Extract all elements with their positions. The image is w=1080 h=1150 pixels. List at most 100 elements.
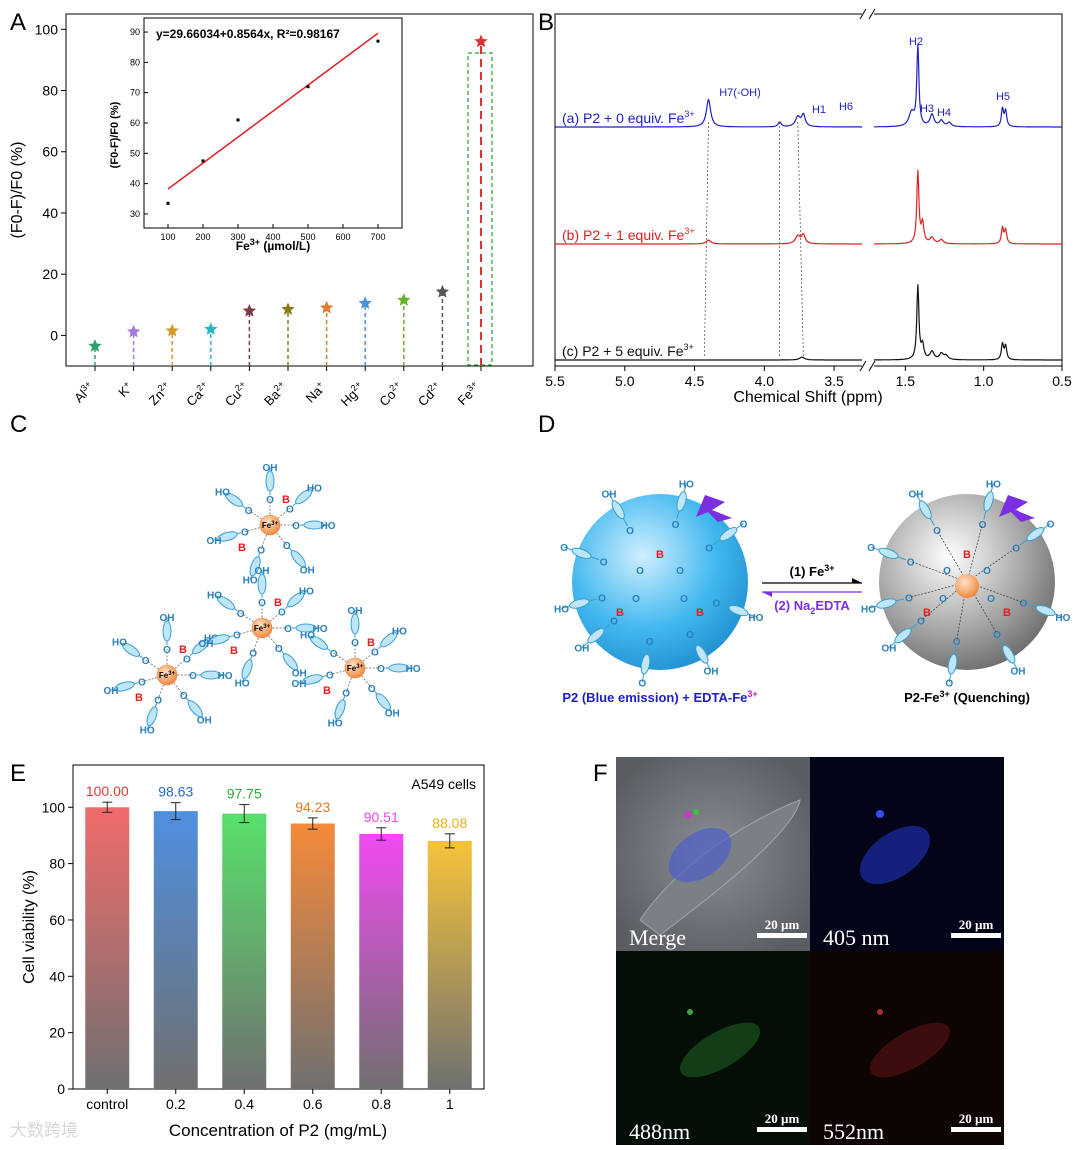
ligand-chain	[162, 620, 172, 642]
x-axis-label-b: Chemical Shift (ppm)	[733, 389, 882, 406]
ligand-chain	[587, 628, 605, 644]
ligand-chain	[192, 639, 210, 655]
end-group: HO	[243, 576, 258, 587]
ligand-chain	[918, 500, 932, 520]
boron-atom: B	[923, 607, 931, 619]
end-group: OH	[909, 490, 924, 501]
end-group: OH	[881, 644, 896, 655]
x-tick-label: 3.5	[824, 373, 844, 389]
peak-label-H7(-OH): H7(-OH)	[719, 87, 761, 99]
end-group: OH	[197, 715, 212, 726]
lightning-icon	[999, 495, 1035, 522]
ligand-chain	[241, 659, 253, 680]
spectrum-1	[555, 98, 862, 128]
peak-label-H3: H3	[920, 103, 934, 115]
end-group: HO	[861, 604, 876, 615]
oxygen-atom: O	[257, 545, 265, 556]
end-group: HO	[328, 719, 343, 730]
oxygen-atom: O	[907, 557, 915, 568]
scale-bar	[951, 1127, 1001, 1132]
ligand-chain	[114, 681, 135, 692]
end-group: OH	[103, 686, 118, 697]
ligand-chain	[303, 520, 325, 530]
ligand-chain	[728, 604, 749, 617]
end-group: HO	[748, 613, 763, 624]
plot-frame-b	[554, 13, 1063, 367]
oxygen-atom: O	[183, 654, 191, 665]
end-group: HO	[321, 521, 336, 532]
fe-charge: 3+	[271, 521, 278, 527]
x-tick-label: 0.4	[235, 1096, 255, 1112]
watermark: 大数跨境	[10, 1121, 78, 1140]
bars-e: 100.00 98.63 97.75 94.23 90.51 88.08	[85, 783, 472, 1089]
inset-y-tick-label: 70	[130, 88, 140, 98]
y-axis-label-e: Cell viability (%)	[21, 870, 38, 984]
boron-atom: B	[238, 542, 246, 554]
ligand-chain	[569, 598, 590, 609]
inset-x-tick-label: 700	[370, 232, 385, 242]
y-tick-label: 100	[35, 21, 59, 37]
ligand-chain	[200, 670, 222, 680]
fe-ion	[259, 514, 281, 536]
value-label: 94.23	[295, 799, 330, 815]
x-tick-label: 5.0	[615, 373, 635, 389]
end-group: HO	[300, 631, 315, 642]
ligand-chain	[295, 489, 313, 505]
fe-symbol: Fe	[159, 671, 169, 680]
end-group: OH	[1011, 666, 1026, 677]
end-group: HO	[313, 624, 328, 635]
end-group: OH	[574, 644, 589, 655]
y-tick-label: 60	[49, 912, 65, 928]
oxygen-atom: O	[632, 594, 640, 605]
step2-label: (2) Na2EDTA	[774, 598, 850, 616]
oxygen-atom: O	[672, 520, 680, 531]
left-caption: P2 (Blue emission) + EDTA-Fe3+	[562, 689, 757, 705]
ligand-chain	[121, 642, 140, 657]
oxygen-atom: O	[189, 671, 197, 682]
oxygen-atom: O	[163, 645, 171, 656]
break-mark	[859, 8, 867, 20]
spot-405	[876, 810, 884, 818]
inset-x-label: Fe3+ (µmol/L)	[236, 237, 311, 253]
oxygen-atom: O	[180, 691, 188, 702]
boron-atom: B	[1003, 607, 1011, 619]
scale-label: 20 µm	[959, 1111, 994, 1126]
inset-x-tick-label: 500	[300, 232, 315, 242]
fe-symbol: Fe	[254, 624, 264, 633]
end-group: OH	[292, 668, 307, 679]
nucleus-merge	[668, 828, 732, 882]
x-tick-label: 1.0	[974, 373, 994, 389]
coord-bond	[956, 581, 968, 642]
panel-f: F Merge 20 µm 405 nm 20 µm 488nm 20 µm 552nm 20…	[593, 757, 1004, 1145]
end-group: O	[945, 678, 953, 689]
x-tick-label: 0.6	[303, 1096, 323, 1112]
ligand-chain	[217, 531, 238, 542]
bar-0.4	[222, 813, 267, 1089]
end-group: O	[638, 678, 646, 689]
scale-bar	[757, 933, 807, 938]
ligand-chain	[894, 628, 912, 644]
end-group: HO	[299, 587, 314, 598]
boron-atom: B	[274, 597, 282, 609]
end-group: OH	[206, 536, 221, 547]
inset-y-tick-label: 30	[130, 209, 140, 219]
y-tick-label: 80	[42, 83, 58, 99]
ligand-chain	[309, 635, 328, 650]
fe-symbol: Fe	[262, 521, 272, 530]
end-group: HO	[235, 679, 250, 690]
end-group: HO	[1055, 613, 1070, 624]
oxygen-atom: O	[610, 617, 618, 628]
inset-point	[236, 118, 240, 122]
ligand-chain	[257, 573, 267, 595]
star-marker-Cd2+	[435, 284, 450, 298]
value-label: 88.08	[432, 815, 467, 831]
end-group: HO	[986, 479, 1001, 490]
ligand-chain	[375, 693, 391, 711]
peak-label-H1: H1	[812, 104, 826, 116]
series-name: (a) P2 + 0 equiv. Fe	[562, 110, 685, 126]
coord-bond	[920, 581, 968, 621]
ligand-chain	[719, 526, 738, 542]
fe-charge: 3+	[168, 671, 175, 677]
